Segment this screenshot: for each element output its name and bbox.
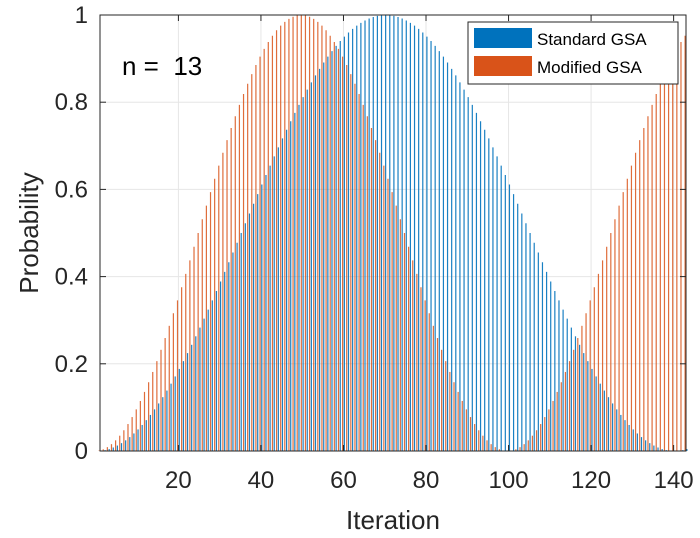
y-tick-label: 0: [75, 438, 88, 465]
x-tick-label: 60: [330, 467, 357, 494]
standard-gsa-bars: [100, 15, 688, 451]
x-tick-label: 120: [571, 467, 611, 494]
n-value-annotation: n = 13: [122, 51, 202, 81]
y-tick-label: 0.2: [55, 351, 88, 378]
x-tick-label: 40: [248, 467, 275, 494]
x-tick-label: 80: [413, 467, 440, 494]
y-tick-label: 0.8: [55, 89, 88, 116]
legend: Standard GSA Modified GSA: [467, 21, 679, 85]
legend-swatch-modified: [474, 56, 532, 76]
y-tick-label: 0.4: [55, 264, 88, 291]
y-axis-label: Probability: [14, 172, 44, 293]
legend-label-modified: Modified GSA: [537, 58, 643, 77]
x-tick-label: 140: [654, 467, 694, 494]
tick-marks: [100, 14, 686, 452]
legend-label-standard: Standard GSA: [537, 30, 647, 49]
y-tick-labels: 0 0.2 0.4 0.6 0.8 1: [55, 2, 88, 465]
y-tick-label: 1: [75, 2, 88, 29]
x-tick-label: 20: [165, 467, 192, 494]
x-tick-labels: 20 40 60 80 100 120 140: [165, 467, 694, 494]
modified-gsa-bars: [98, 15, 686, 451]
x-tick-label: 100: [489, 467, 529, 494]
x-axis-label: Iteration: [346, 505, 440, 535]
legend-swatch-standard: [474, 28, 532, 48]
y-tick-label: 0.6: [55, 176, 88, 203]
plot-frame: [99, 14, 687, 452]
